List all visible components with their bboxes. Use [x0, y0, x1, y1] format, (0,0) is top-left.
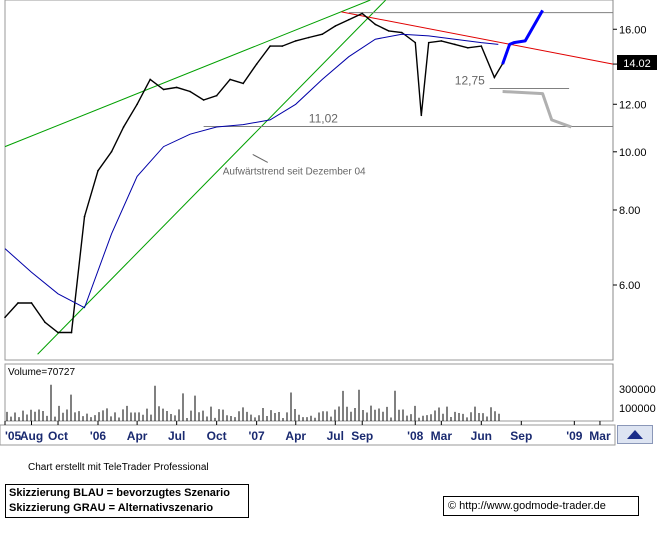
x-axis-bar — [0, 424, 616, 446]
x-tick-label: '06 — [90, 429, 107, 443]
x-tick-label: Sep — [510, 429, 532, 443]
series-point — [255, 63, 258, 65]
series-point — [110, 151, 113, 153]
x-tick-label: Jul — [327, 429, 344, 443]
annotation-label: Aufwärtstrend seit Dezember 04 — [223, 166, 366, 177]
price-panel — [4, 0, 614, 361]
annotation-label: 11,02 — [309, 111, 338, 125]
series-point — [294, 40, 297, 42]
x-tick-label: Mar — [589, 429, 611, 443]
annotation-label: 12,75 — [455, 73, 485, 87]
series-point — [215, 94, 218, 97]
series-point — [136, 103, 138, 106]
x-tick-label: '07 — [249, 429, 266, 443]
y-tick-label: 10.00 — [619, 147, 647, 159]
volume-label: Volume=70727 — [8, 367, 75, 378]
series-line-0 — [4, 12, 504, 334]
series-point — [149, 78, 151, 81]
x-tick-label: Jun — [471, 429, 492, 443]
series-line-1 — [4, 33, 499, 309]
x-tick-label: Apr — [127, 429, 148, 443]
source-link[interactable]: © http://www.godmode-trader.de — [443, 496, 639, 516]
trendline-layer — [4, 0, 614, 355]
x-tick-label: Oct — [207, 429, 227, 443]
series-point — [493, 76, 496, 79]
series-point — [202, 99, 205, 101]
series-point — [440, 40, 443, 42]
volume-bars — [6, 384, 500, 421]
scenario-layer — [501, 9, 572, 129]
series-point — [334, 25, 337, 27]
series-point — [400, 31, 403, 34]
series-layer — [4, 12, 504, 334]
series-point — [97, 169, 99, 172]
series-point — [30, 302, 33, 304]
series-point — [321, 33, 324, 35]
series-point — [467, 47, 469, 49]
legend-line-blue: Skizzierung BLAU = bevorzugtes Szenario — [9, 487, 230, 499]
x-tick-label: Sep — [351, 429, 373, 443]
trendline-2 — [341, 11, 614, 65]
trendline-0 — [4, 0, 371, 148]
series-point — [480, 45, 483, 47]
x-tick-label: Apr — [285, 429, 306, 443]
scenario-blau — [501, 9, 544, 65]
legend-line-grey: Skizzierung GRAU = Alternativszenario — [9, 502, 214, 514]
scenario-legend: Skizzierung BLAU = bevorzugtes Szenario … — [5, 484, 249, 518]
y-tick-label: 8.00 — [619, 205, 640, 217]
scroll-button[interactable] — [617, 425, 653, 444]
series-point — [189, 90, 191, 93]
volume-tick-100000: 100000 — [619, 403, 656, 415]
series-point — [83, 215, 86, 218]
x-tick-label: '05 — [5, 429, 22, 443]
x-tick-label: Oct — [48, 429, 68, 443]
scenario-grau — [502, 90, 572, 129]
last-price-badge — [617, 55, 657, 70]
x-tick-label: Jul — [168, 429, 185, 443]
series-point — [162, 88, 165, 91]
y-tick-label: 16.00 — [619, 24, 647, 36]
annotation-arrow — [252, 154, 268, 163]
trendline-1 — [37, 0, 387, 355]
y-tick-label: 12.00 — [619, 99, 647, 111]
series-point — [57, 331, 59, 334]
y-tick-label: 6.00 — [619, 280, 640, 292]
series-point — [281, 45, 284, 47]
x-tick-label: Aug — [20, 429, 43, 443]
series-point — [387, 30, 390, 32]
triangle-icon — [627, 430, 643, 439]
series-point — [4, 316, 6, 319]
x-tick-label: Mar — [431, 429, 453, 443]
series-point — [269, 45, 271, 47]
series-point — [44, 321, 46, 324]
series-point — [347, 18, 350, 21]
series-point — [307, 36, 310, 39]
volume-panel — [4, 363, 614, 422]
series-point — [17, 302, 19, 304]
series-point — [414, 41, 417, 44]
series-point — [427, 41, 430, 44]
series-point — [122, 126, 125, 128]
series-point — [374, 23, 377, 26]
x-tick-label: '09 — [566, 429, 583, 443]
series-point — [420, 114, 423, 117]
chart-credit: Chart erstellt mit TeleTrader Profession… — [28, 462, 209, 473]
series-point — [242, 82, 244, 85]
series-point — [175, 86, 178, 89]
series-point — [454, 43, 456, 46]
x-tick-label: '08 — [407, 429, 424, 443]
volume-tick-300000: 300000 — [619, 384, 656, 396]
series-point — [229, 78, 231, 81]
series-point — [70, 331, 73, 334]
last-price-label: 14.02 — [623, 58, 651, 70]
series-point — [361, 12, 364, 15]
